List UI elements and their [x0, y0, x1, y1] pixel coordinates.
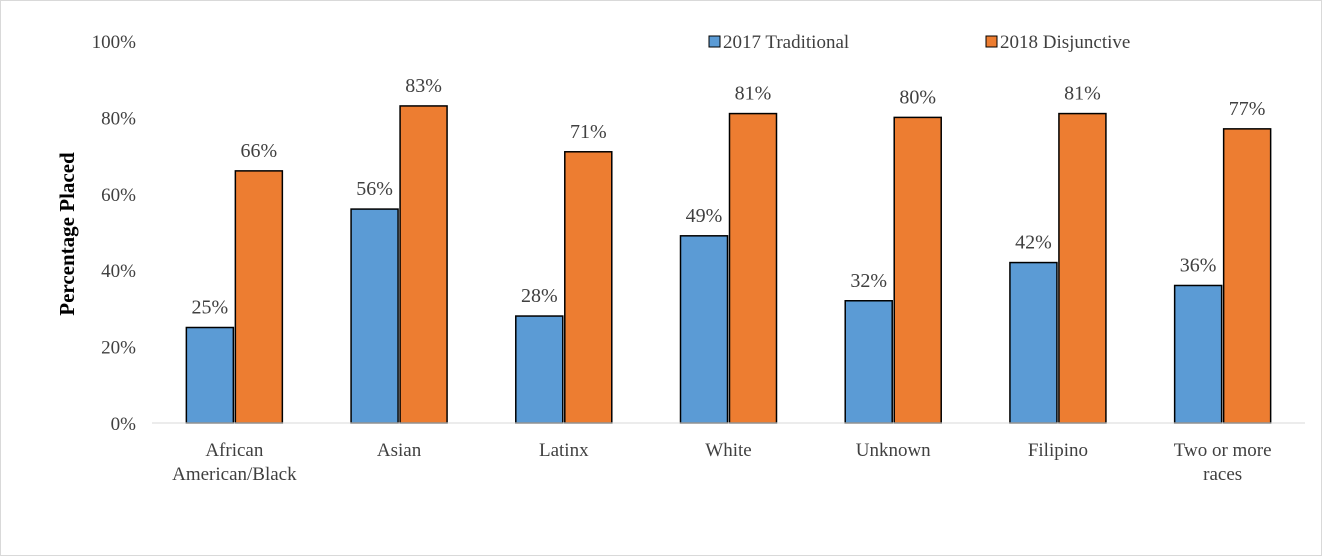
data-label: 66%: [241, 140, 278, 162]
y-tick-label: 0%: [111, 414, 137, 435]
category-label: Filipino: [1028, 440, 1088, 461]
bar-series: [185, 105, 1272, 424]
legend-label: 2017 Traditional: [723, 32, 849, 53]
y-tick-label: 100%: [92, 32, 137, 53]
legend: 2017 Traditional 2018 Disjunctive: [708, 32, 1130, 53]
bar-series1: [515, 315, 564, 424]
bar-series1: [185, 326, 235, 424]
data-label: 81%: [1064, 83, 1101, 105]
bar-series2: [1058, 112, 1107, 424]
data-label: 42%: [1015, 232, 1052, 254]
bar-series2: [564, 151, 613, 424]
bar-series1: [350, 208, 399, 424]
data-label: 32%: [850, 270, 887, 292]
category-label: races: [1203, 464, 1242, 485]
category-label: Two or more: [1174, 440, 1272, 461]
category-label: African: [205, 440, 264, 461]
y-tick-label: 60%: [101, 185, 136, 206]
legend-swatch: [708, 35, 721, 48]
data-label: 83%: [405, 75, 442, 97]
category-label: American/Black: [172, 464, 297, 485]
data-label: 80%: [899, 86, 936, 108]
data-label: 77%: [1229, 98, 1266, 120]
bar-series2: [893, 116, 942, 424]
data-label: 71%: [570, 121, 607, 143]
data-label: 56%: [356, 178, 393, 200]
bar-series2: [399, 105, 448, 424]
y-tick-label: 40%: [101, 261, 136, 282]
bar-series1: [1173, 284, 1223, 424]
y-tick-label: 80%: [101, 108, 136, 129]
category-label: Asian: [377, 440, 422, 461]
category-label: Unknown: [856, 440, 931, 461]
bar-series1: [844, 300, 893, 424]
y-axis-label: Percentage Placed: [55, 152, 79, 316]
x-axis-categories: African American/Black Asian Latinx White Unk…: [172, 440, 1271, 485]
category-label: White: [705, 440, 751, 461]
data-label: 28%: [521, 285, 558, 307]
data-label: 36%: [1180, 254, 1217, 276]
data-label: 81%: [735, 83, 772, 105]
bar-series2: [1222, 128, 1272, 424]
legend-label: 2018 Disjunctive: [1000, 32, 1130, 53]
bar-series2: [728, 112, 778, 424]
category-label: Latinx: [539, 440, 589, 461]
y-tick-label: 20%: [101, 338, 136, 359]
data-labels: 25% 56% 28% 49% 32% 42% 36% 66% 83% 71% 81% 80% 81% 7…: [192, 75, 1266, 319]
y-axis: 0% 20% 40% 60% 80% 100%: [92, 32, 137, 435]
legend-swatch: [985, 35, 998, 48]
data-label: 49%: [686, 205, 723, 227]
data-label: 25%: [192, 297, 229, 319]
bar-series1: [679, 235, 729, 424]
bar-series2: [234, 170, 284, 424]
bar-series1: [1009, 261, 1058, 424]
